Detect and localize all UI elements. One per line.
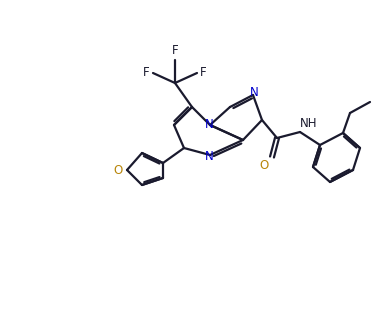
Text: NH: NH xyxy=(300,117,318,130)
Text: N: N xyxy=(204,151,214,164)
Text: F: F xyxy=(172,44,178,57)
Text: O: O xyxy=(114,164,123,177)
Text: F: F xyxy=(200,66,207,79)
Text: N: N xyxy=(250,87,258,99)
Text: N: N xyxy=(204,118,214,131)
Text: F: F xyxy=(143,66,150,79)
Text: O: O xyxy=(260,159,269,172)
